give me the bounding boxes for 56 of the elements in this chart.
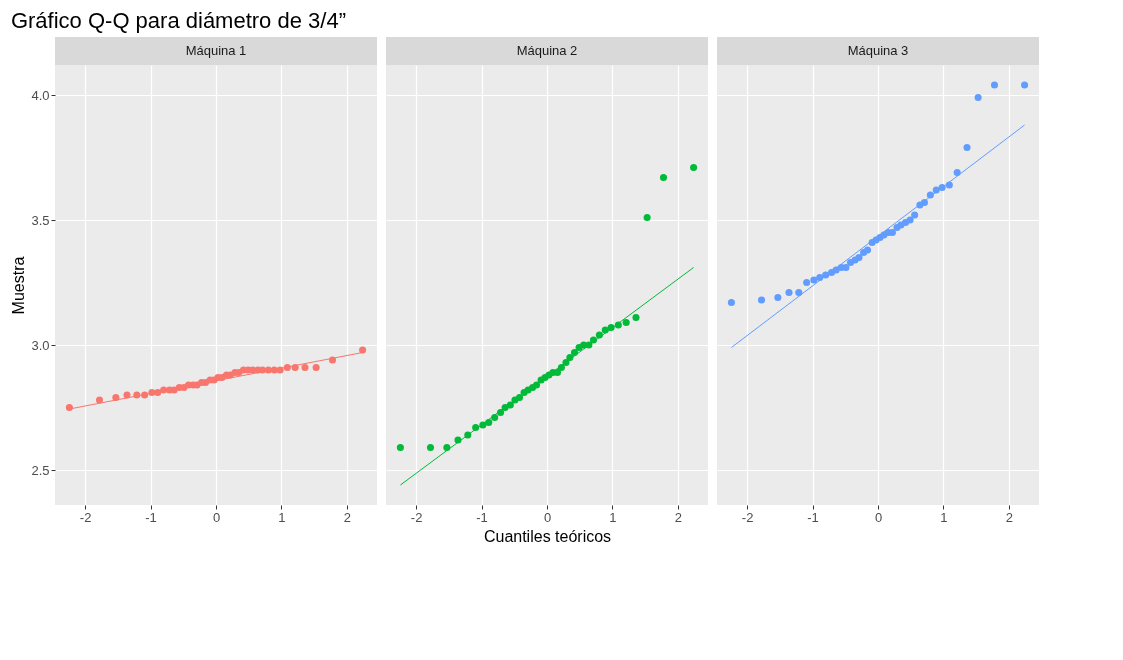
x-tick-label: -1 <box>807 509 819 525</box>
point <box>863 246 872 254</box>
point <box>842 263 850 272</box>
x-tick-label: 2 <box>1005 509 1014 525</box>
chart-title: Gráfico Q-Q para diámetro de 3/4” <box>10 8 346 33</box>
x-tick-label: -1 <box>145 509 157 525</box>
point <box>803 278 811 287</box>
point <box>396 443 404 452</box>
point <box>643 213 651 222</box>
x-tick-label: -2 <box>741 509 754 525</box>
chart-subtitle: Máquina 2 <box>516 43 578 58</box>
y-tick-label: 3.0 <box>31 337 50 353</box>
x-tick-label: 0 <box>212 509 221 525</box>
point <box>727 298 735 307</box>
x-tick-label: -1 <box>476 509 488 525</box>
chart-subtitle: Máquina 3 <box>847 43 909 58</box>
y-tick-label: 2.5 <box>31 462 50 478</box>
point <box>426 443 435 452</box>
x-tick-label: 2 <box>674 509 683 525</box>
point <box>974 93 982 102</box>
x-tick-label: 1 <box>278 509 286 525</box>
point <box>990 81 999 89</box>
point <box>963 143 971 152</box>
point <box>622 318 630 327</box>
y-tick-label: 3.5 <box>31 212 50 228</box>
x-tick-label: 0 <box>543 509 552 525</box>
point <box>795 288 803 297</box>
point <box>911 211 919 219</box>
point <box>659 173 668 182</box>
chart-subtitle: Máquina 1 <box>185 43 247 58</box>
x-axis-title: Cuantiles teóricos <box>483 527 612 545</box>
point <box>95 396 104 404</box>
point <box>301 363 309 372</box>
point <box>632 313 640 322</box>
point <box>443 443 451 452</box>
point <box>906 216 914 224</box>
point <box>774 293 782 302</box>
point <box>810 276 818 284</box>
y-axis-title: Muestra <box>10 256 28 315</box>
x-tick-label: 1 <box>940 509 948 525</box>
point <box>312 363 320 372</box>
x-tick-label: 2 <box>343 509 352 525</box>
point <box>359 346 367 354</box>
y-tick-label: 4.0 <box>31 87 50 103</box>
point <box>953 168 961 177</box>
x-tick-label: 0 <box>874 509 883 525</box>
point <box>690 163 698 172</box>
x-tick-label: 1 <box>609 509 617 525</box>
point <box>570 348 579 357</box>
point <box>1021 81 1029 89</box>
point <box>785 288 793 297</box>
x-tick-label: -2 <box>410 509 423 525</box>
point <box>757 296 766 304</box>
point <box>65 403 73 412</box>
x-tick-label: -2 <box>79 509 92 525</box>
point <box>855 253 863 262</box>
